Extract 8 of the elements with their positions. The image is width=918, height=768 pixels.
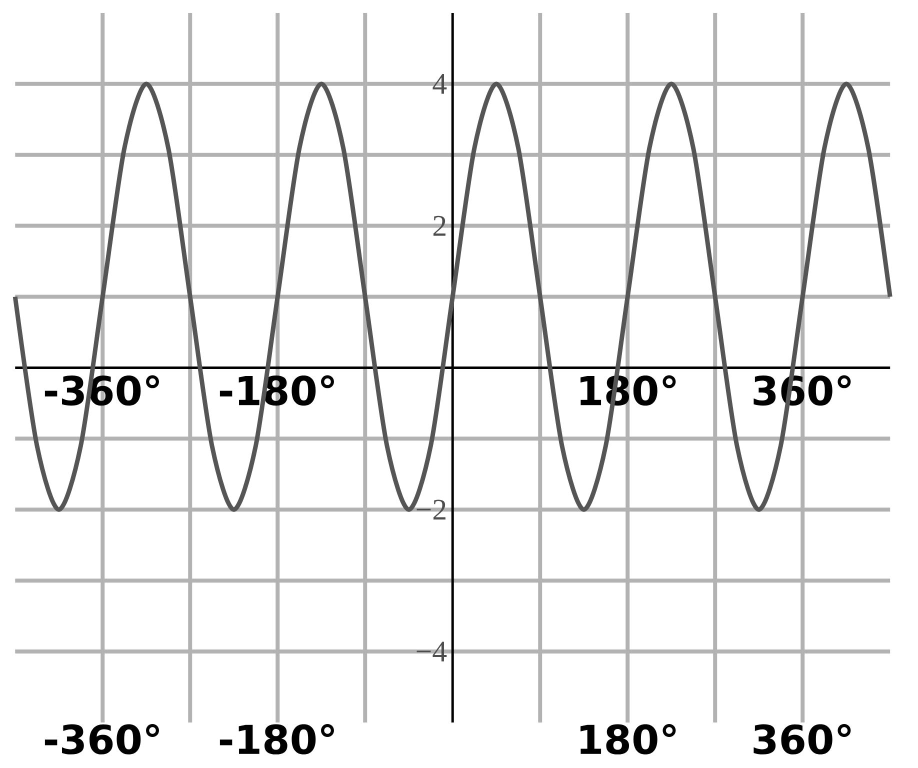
x-tick-label: 180° [580,724,676,754]
x-tick-label: -360° [44,724,159,754]
y-tick-label: 2 [433,216,446,236]
y-tick-label: 4 [432,74,447,94]
x-tick-label: -180° [220,724,334,754]
x-tick-label: 360° [754,724,851,754]
y-tick-label: −2 [416,500,446,520]
y-tick-label: −4 [416,642,447,662]
